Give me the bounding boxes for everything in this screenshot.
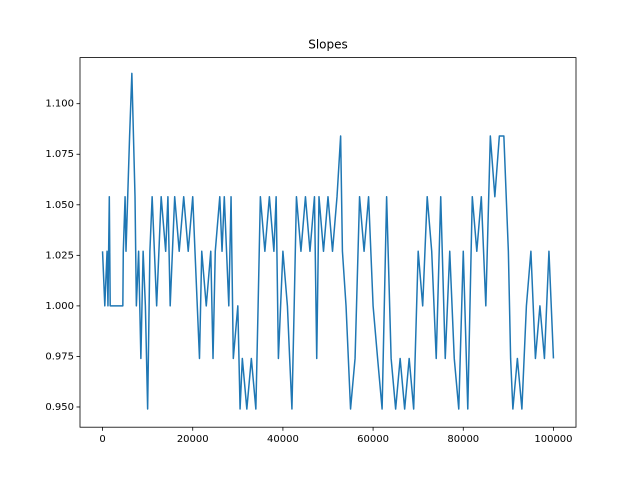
y-tick-label: 1.000 [45, 301, 74, 312]
x-tick-label: 80000 [447, 434, 479, 445]
x-tick-label: 40000 [267, 434, 299, 445]
x-tick-label: 60000 [357, 434, 389, 445]
x-tick-label: 0 [99, 434, 105, 445]
x-tick-label: 100000 [534, 434, 572, 445]
y-tick-label: 1.025 [45, 250, 74, 261]
y-tick-label: 1.050 [45, 200, 74, 211]
x-tick-label: 20000 [177, 434, 209, 445]
data-line [101, 72, 555, 410]
y-tick-label: 1.100 [45, 99, 74, 110]
y-tick-label: 0.950 [45, 402, 74, 413]
chart-title: Slopes [308, 38, 348, 52]
y-tick-label: 0.975 [45, 351, 74, 362]
plot-frame [79, 57, 577, 428]
y-tick-label: 1.075 [45, 149, 74, 160]
